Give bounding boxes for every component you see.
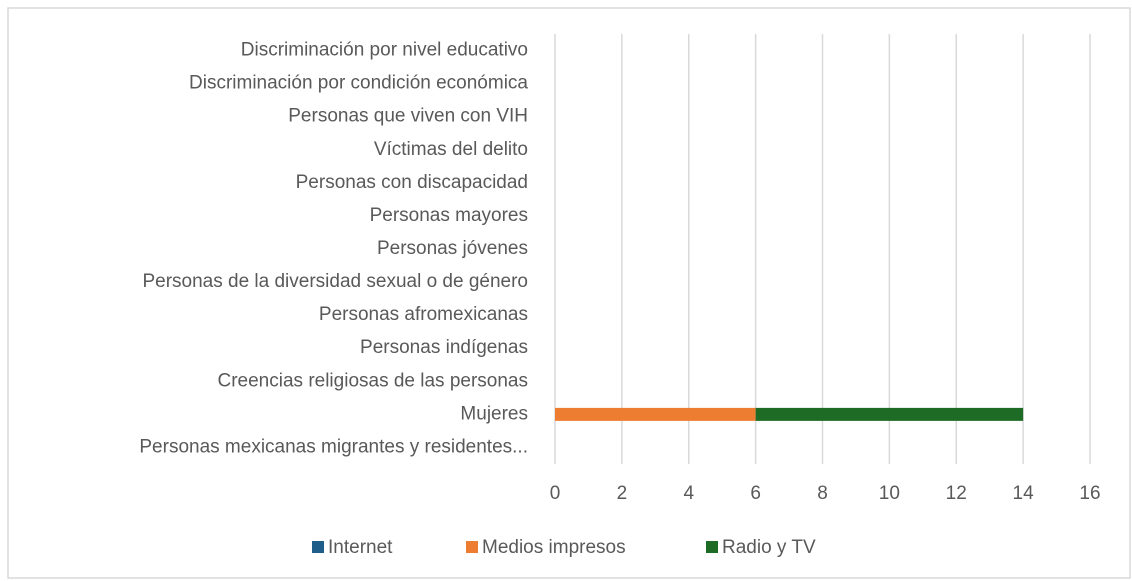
bar-segment xyxy=(755,407,1024,421)
x-tick-label: 2 xyxy=(617,483,628,504)
legend-swatch xyxy=(466,541,478,553)
y-tick-label: Discriminación por condición económica xyxy=(189,73,528,94)
x-tick-label: 6 xyxy=(750,483,761,504)
x-tick-label: 8 xyxy=(817,483,828,504)
bar-segment xyxy=(555,407,756,421)
y-tick-label: Personas jóvenes xyxy=(377,238,528,259)
legend-label: Radio y TV xyxy=(722,537,816,558)
legend-label: Internet xyxy=(328,537,393,558)
x-tick-label: 4 xyxy=(683,483,694,504)
x-tick-label: 12 xyxy=(946,483,967,504)
y-tick-label: Personas indígenas xyxy=(360,337,528,358)
y-tick-label: Personas afromexicanas xyxy=(319,304,528,325)
y-tick-label: Víctimas del delito xyxy=(374,139,528,160)
y-tick-label: Personas de la diversidad sexual o de gé… xyxy=(142,271,528,292)
y-tick-label: Personas mayores xyxy=(370,205,528,226)
y-tick-label: Personas con discapacidad xyxy=(296,172,528,193)
x-tick-label: 16 xyxy=(1079,483,1100,504)
x-tick-label: 10 xyxy=(879,483,900,504)
y-tick-label: Personas mexicanas migrantes y residente… xyxy=(139,436,528,457)
y-tick-label: Creencias religiosas de las personas xyxy=(218,370,529,391)
legend-swatch xyxy=(706,541,718,553)
y-tick-label: Mujeres xyxy=(460,403,528,424)
y-tick-label: Discriminación por nivel educativo xyxy=(241,40,528,61)
y-tick-label: Personas que viven con VIH xyxy=(288,106,528,127)
legend-swatch xyxy=(312,541,324,553)
chart-border xyxy=(7,7,1131,579)
legend-label: Medios impresos xyxy=(482,537,626,558)
x-tick-label: 0 xyxy=(550,483,561,504)
x-tick-label: 14 xyxy=(1013,483,1035,504)
